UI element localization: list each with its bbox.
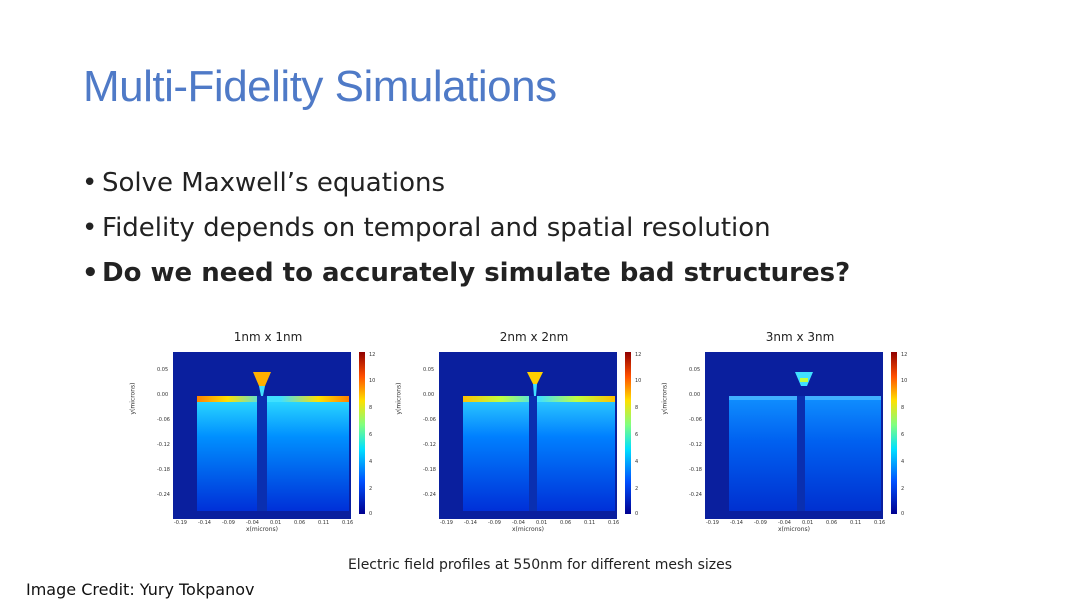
x-tick: -0.19 [706, 520, 719, 526]
colorbar [625, 352, 631, 514]
bullet-text: Do we need to accurately simulate bad st… [102, 258, 851, 288]
field-plot [439, 352, 617, 519]
y-axis-label: y(microns) [129, 382, 137, 415]
field-plot [173, 352, 351, 519]
image-credit: Image Credit: Yury Tokpanov [26, 580, 255, 599]
y-tick: -0.18 [689, 467, 702, 473]
y-tick: -0.06 [689, 417, 702, 423]
colorbar-tick: 12 [369, 352, 376, 358]
x-axis-label: x(microns) [512, 526, 544, 533]
bullet-dot: • [82, 213, 98, 243]
x-tick: -0.14 [730, 520, 743, 526]
colorbar [359, 352, 365, 514]
y-tick: -0.24 [423, 492, 436, 498]
bullet-dot: • [82, 258, 99, 288]
x-tick: -0.14 [464, 520, 477, 526]
gap-region [257, 396, 267, 511]
colorbar-tick: 12 [901, 352, 908, 358]
x-tick: -0.19 [440, 520, 453, 526]
colorbar-tick: 8 [901, 405, 905, 411]
x-tick: -0.09 [488, 520, 501, 526]
y-tick: -0.06 [423, 417, 436, 423]
colorbar-tick: 2 [901, 486, 905, 492]
colorbar-tick: 10 [369, 378, 376, 384]
panel-title: 1nm x 1nm [233, 330, 303, 344]
colorbar-tick: 0 [369, 511, 373, 517]
bullet-item: • Solve Maxwell’s equations [82, 166, 850, 211]
colorbar [891, 352, 897, 514]
colorbar-tick: 8 [369, 405, 373, 411]
y-tick: -0.24 [689, 492, 702, 498]
tip-neck [259, 386, 265, 396]
colorbar-tick: 4 [635, 459, 639, 465]
x-tick: 0.16 [874, 520, 886, 526]
y-tick: -0.18 [423, 467, 436, 473]
field-panel-3nm: 3nm x 3nm y(microns) 0.05 0.00 -0.06 -0.… [661, 330, 925, 533]
x-tick: 0.01 [802, 520, 814, 526]
colorbar-tick: 6 [369, 432, 373, 438]
x-tick: 0.01 [536, 520, 548, 526]
interface-hotspot [197, 396, 349, 402]
y-tick: 0.00 [423, 392, 435, 398]
colorbar-tick: 2 [369, 486, 373, 492]
y-tick: 0.05 [157, 367, 169, 373]
bullet-item: • Fidelity depends on temporal and spatia… [82, 211, 850, 256]
x-tick: 0.11 [318, 520, 330, 526]
x-tick: 0.11 [850, 520, 862, 526]
x-tick: -0.14 [198, 520, 211, 526]
colorbar-tick: 4 [901, 459, 905, 465]
bullet-text: Solve Maxwell’s equations [102, 168, 446, 198]
figure-caption: Electric field profiles at 550nm for dif… [347, 557, 733, 573]
y-tick: -0.24 [157, 492, 170, 498]
y-tick: -0.18 [157, 467, 170, 473]
x-tick: -0.09 [754, 520, 767, 526]
x-tick: -0.19 [174, 520, 187, 526]
colorbar-tick: 10 [901, 378, 908, 384]
y-tick: -0.12 [689, 442, 702, 448]
slide-title: Multi-Fidelity Simulations [83, 62, 557, 111]
x-axis-label: x(microns) [778, 526, 810, 533]
y-axis-label: y(microns) [395, 382, 403, 415]
x-tick: 0.16 [608, 520, 620, 526]
bullet-list: • Solve Maxwell’s equations • Fidelity dep… [82, 166, 850, 301]
y-tick: 0.05 [423, 367, 435, 373]
colorbar-tick: 2 [635, 486, 639, 492]
bullet-dot: • [82, 168, 98, 198]
x-tick: 0.01 [270, 520, 282, 526]
colorbar-tick: 0 [901, 511, 905, 517]
x-tick: 0.06 [826, 520, 838, 526]
x-tick: 0.16 [342, 520, 354, 526]
colorbar-tick: 6 [635, 432, 639, 438]
x-tick: 0.11 [584, 520, 596, 526]
y-tick: -0.12 [157, 442, 170, 448]
field-panel-1nm: 1nm x 1nm y(microns) 0.05 0.00 -0.06 -0.… [129, 330, 393, 533]
x-axis-label: x(microns) [246, 526, 278, 533]
y-tick: 0.00 [157, 392, 169, 398]
x-tick: -0.04 [512, 520, 525, 526]
x-tick: 0.06 [560, 520, 572, 526]
colorbar-tick: 8 [635, 405, 639, 411]
y-tick: -0.06 [157, 417, 170, 423]
x-tick: -0.04 [778, 520, 791, 526]
substrate-field [197, 396, 349, 511]
bullet-text: Fidelity depends on temporal and spatial… [102, 213, 771, 243]
y-axis-label: y(microns) [661, 382, 669, 415]
tip-hotspot [253, 372, 271, 386]
y-tick: 0.00 [689, 392, 701, 398]
x-tick: -0.04 [246, 520, 259, 526]
colorbar-tick: 6 [901, 432, 905, 438]
colorbar-tick: 0 [635, 511, 639, 517]
x-tick: 0.06 [294, 520, 306, 526]
x-tick: -0.09 [222, 520, 235, 526]
y-tick: 0.05 [689, 367, 701, 373]
field-plot [705, 352, 883, 519]
colorbar-tick: 4 [369, 459, 373, 465]
y-tick: -0.12 [423, 442, 436, 448]
panel-title: 2nm x 2nm [499, 330, 569, 344]
colorbar-tick: 10 [635, 378, 642, 384]
colorbar-tick: 12 [635, 352, 642, 358]
bullet-item: • Do we need to accurately simulate bad s… [82, 256, 850, 301]
field-panel-2nm: 2nm x 2nm y(microns) 0.05 0.00 -0.06 -0.… [395, 330, 659, 533]
panel-title: 3nm x 3nm [765, 330, 835, 344]
